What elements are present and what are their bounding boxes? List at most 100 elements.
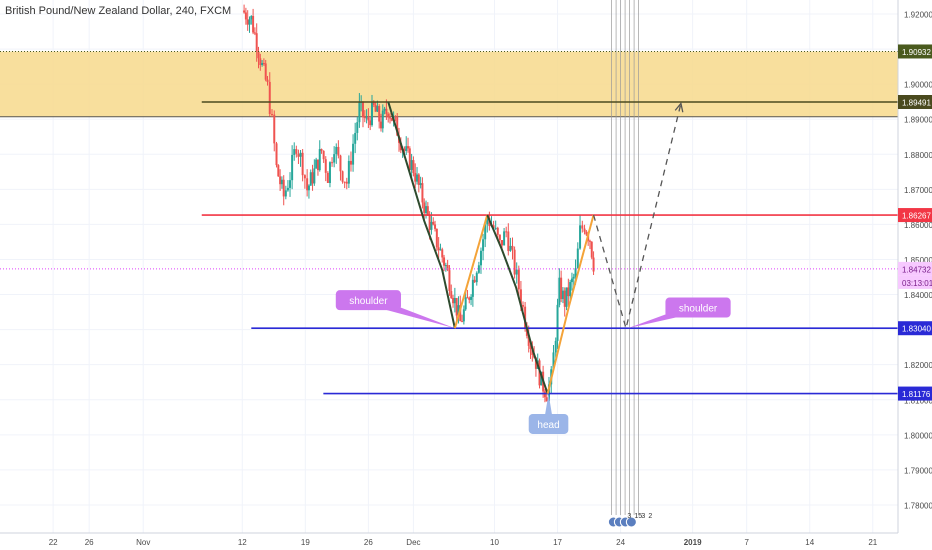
candle-body bbox=[358, 102, 361, 123]
candle-body bbox=[301, 152, 304, 176]
candle-body bbox=[455, 297, 458, 316]
candle-body bbox=[293, 149, 296, 155]
x-tick-label: 14 bbox=[805, 538, 814, 547]
candle-body bbox=[509, 245, 512, 251]
callout-pointer bbox=[368, 295, 455, 329]
x-tick-label: Dec bbox=[406, 538, 420, 547]
price-tag-label: 1.90932 bbox=[902, 48, 931, 57]
candle-body bbox=[492, 225, 495, 229]
candle-body bbox=[534, 357, 537, 369]
candle-body bbox=[484, 224, 487, 240]
event-badge-count[interactable]: 2 bbox=[648, 513, 652, 520]
x-tick-label: 12 bbox=[238, 538, 247, 547]
event-icon[interactable] bbox=[625, 516, 637, 528]
event-badge-count[interactable]: 15 bbox=[634, 513, 642, 520]
callout-box bbox=[335, 290, 401, 311]
x-tick-label: 19 bbox=[301, 538, 310, 547]
candle-body bbox=[324, 159, 327, 173]
candle-body bbox=[286, 187, 289, 191]
candle-body bbox=[297, 153, 300, 157]
candle-body bbox=[255, 33, 258, 52]
candle-body bbox=[331, 162, 334, 164]
candle-body bbox=[475, 272, 478, 283]
candle-body bbox=[253, 32, 256, 34]
candle-body bbox=[583, 228, 586, 232]
candle-body bbox=[280, 179, 283, 185]
candle-body bbox=[337, 146, 340, 156]
callout-box bbox=[665, 297, 731, 318]
candle-body bbox=[439, 249, 442, 251]
candle-body bbox=[498, 234, 501, 241]
candle-body bbox=[279, 176, 282, 185]
candle-body bbox=[500, 240, 503, 246]
candle-body bbox=[453, 297, 456, 304]
y-tick-label: 1.81000 bbox=[904, 396, 932, 405]
candle-body bbox=[284, 190, 287, 197]
candle-body bbox=[567, 287, 570, 297]
candle-body bbox=[486, 218, 489, 225]
candle-body bbox=[266, 79, 269, 82]
candle-body bbox=[471, 279, 474, 297]
candle-body bbox=[457, 305, 460, 316]
candle-body bbox=[592, 257, 595, 272]
price-tag-label: 1.89491 bbox=[902, 99, 931, 108]
projection-arrowhead bbox=[674, 101, 684, 113]
candle-body bbox=[328, 162, 331, 183]
vertical-cycle-lines bbox=[611, 0, 639, 515]
candle-body bbox=[387, 113, 390, 118]
candle-body bbox=[441, 249, 444, 258]
y-tick-label: 1.82000 bbox=[904, 361, 932, 370]
callout-label: shoulder bbox=[679, 304, 718, 315]
candle-body bbox=[505, 231, 508, 233]
candle-body bbox=[590, 241, 593, 258]
candle-body bbox=[556, 304, 559, 341]
candle-body bbox=[291, 154, 294, 181]
countdown-bg bbox=[898, 275, 932, 289]
price-tag-bg bbox=[898, 95, 932, 110]
candle-body bbox=[414, 173, 417, 182]
pattern-line bbox=[486, 214, 549, 394]
y-tick-label: 1.85000 bbox=[904, 256, 932, 265]
event-badge-count[interactable]: 3 bbox=[641, 513, 645, 520]
candle-body bbox=[419, 183, 422, 185]
x-tick-label: 17 bbox=[553, 538, 562, 547]
candle-body bbox=[345, 181, 348, 184]
x-tick-label: 21 bbox=[868, 538, 877, 547]
candle-body bbox=[389, 117, 392, 119]
candle-body bbox=[513, 249, 516, 275]
candle-body bbox=[356, 122, 359, 133]
candle-body bbox=[435, 228, 438, 248]
callout-box bbox=[528, 413, 569, 434]
candle-body bbox=[378, 106, 381, 122]
candle-body bbox=[250, 15, 253, 20]
candle-body bbox=[443, 257, 446, 266]
event-badge-count[interactable]: 3 bbox=[627, 513, 631, 520]
candle-body bbox=[496, 227, 499, 235]
candle-body bbox=[572, 276, 575, 279]
candle-body bbox=[515, 269, 518, 275]
event-badges[interactable]: 3 15 3 2 bbox=[607, 513, 652, 528]
candle-body bbox=[333, 154, 336, 163]
x-tick-label: 26 bbox=[85, 538, 94, 547]
annotations: shoulder shoulder head bbox=[335, 290, 731, 434]
candle-body bbox=[558, 277, 561, 305]
candle-body bbox=[381, 110, 384, 129]
candle-body bbox=[452, 297, 455, 304]
candle-body bbox=[581, 225, 584, 229]
candle-body bbox=[369, 120, 372, 126]
candle-body bbox=[341, 171, 344, 182]
price-tag-bg bbox=[898, 208, 932, 223]
candle-body bbox=[524, 306, 527, 328]
candle-body bbox=[416, 174, 419, 182]
candle-body bbox=[372, 101, 375, 105]
candle-body bbox=[396, 117, 399, 136]
candle-body bbox=[268, 81, 271, 115]
candle-body bbox=[363, 116, 366, 119]
candle-body bbox=[459, 305, 462, 322]
candle-body bbox=[423, 202, 426, 214]
candle-body bbox=[403, 148, 406, 151]
candle-body bbox=[370, 101, 373, 126]
candle-body bbox=[374, 104, 377, 112]
candle-body bbox=[271, 114, 274, 116]
